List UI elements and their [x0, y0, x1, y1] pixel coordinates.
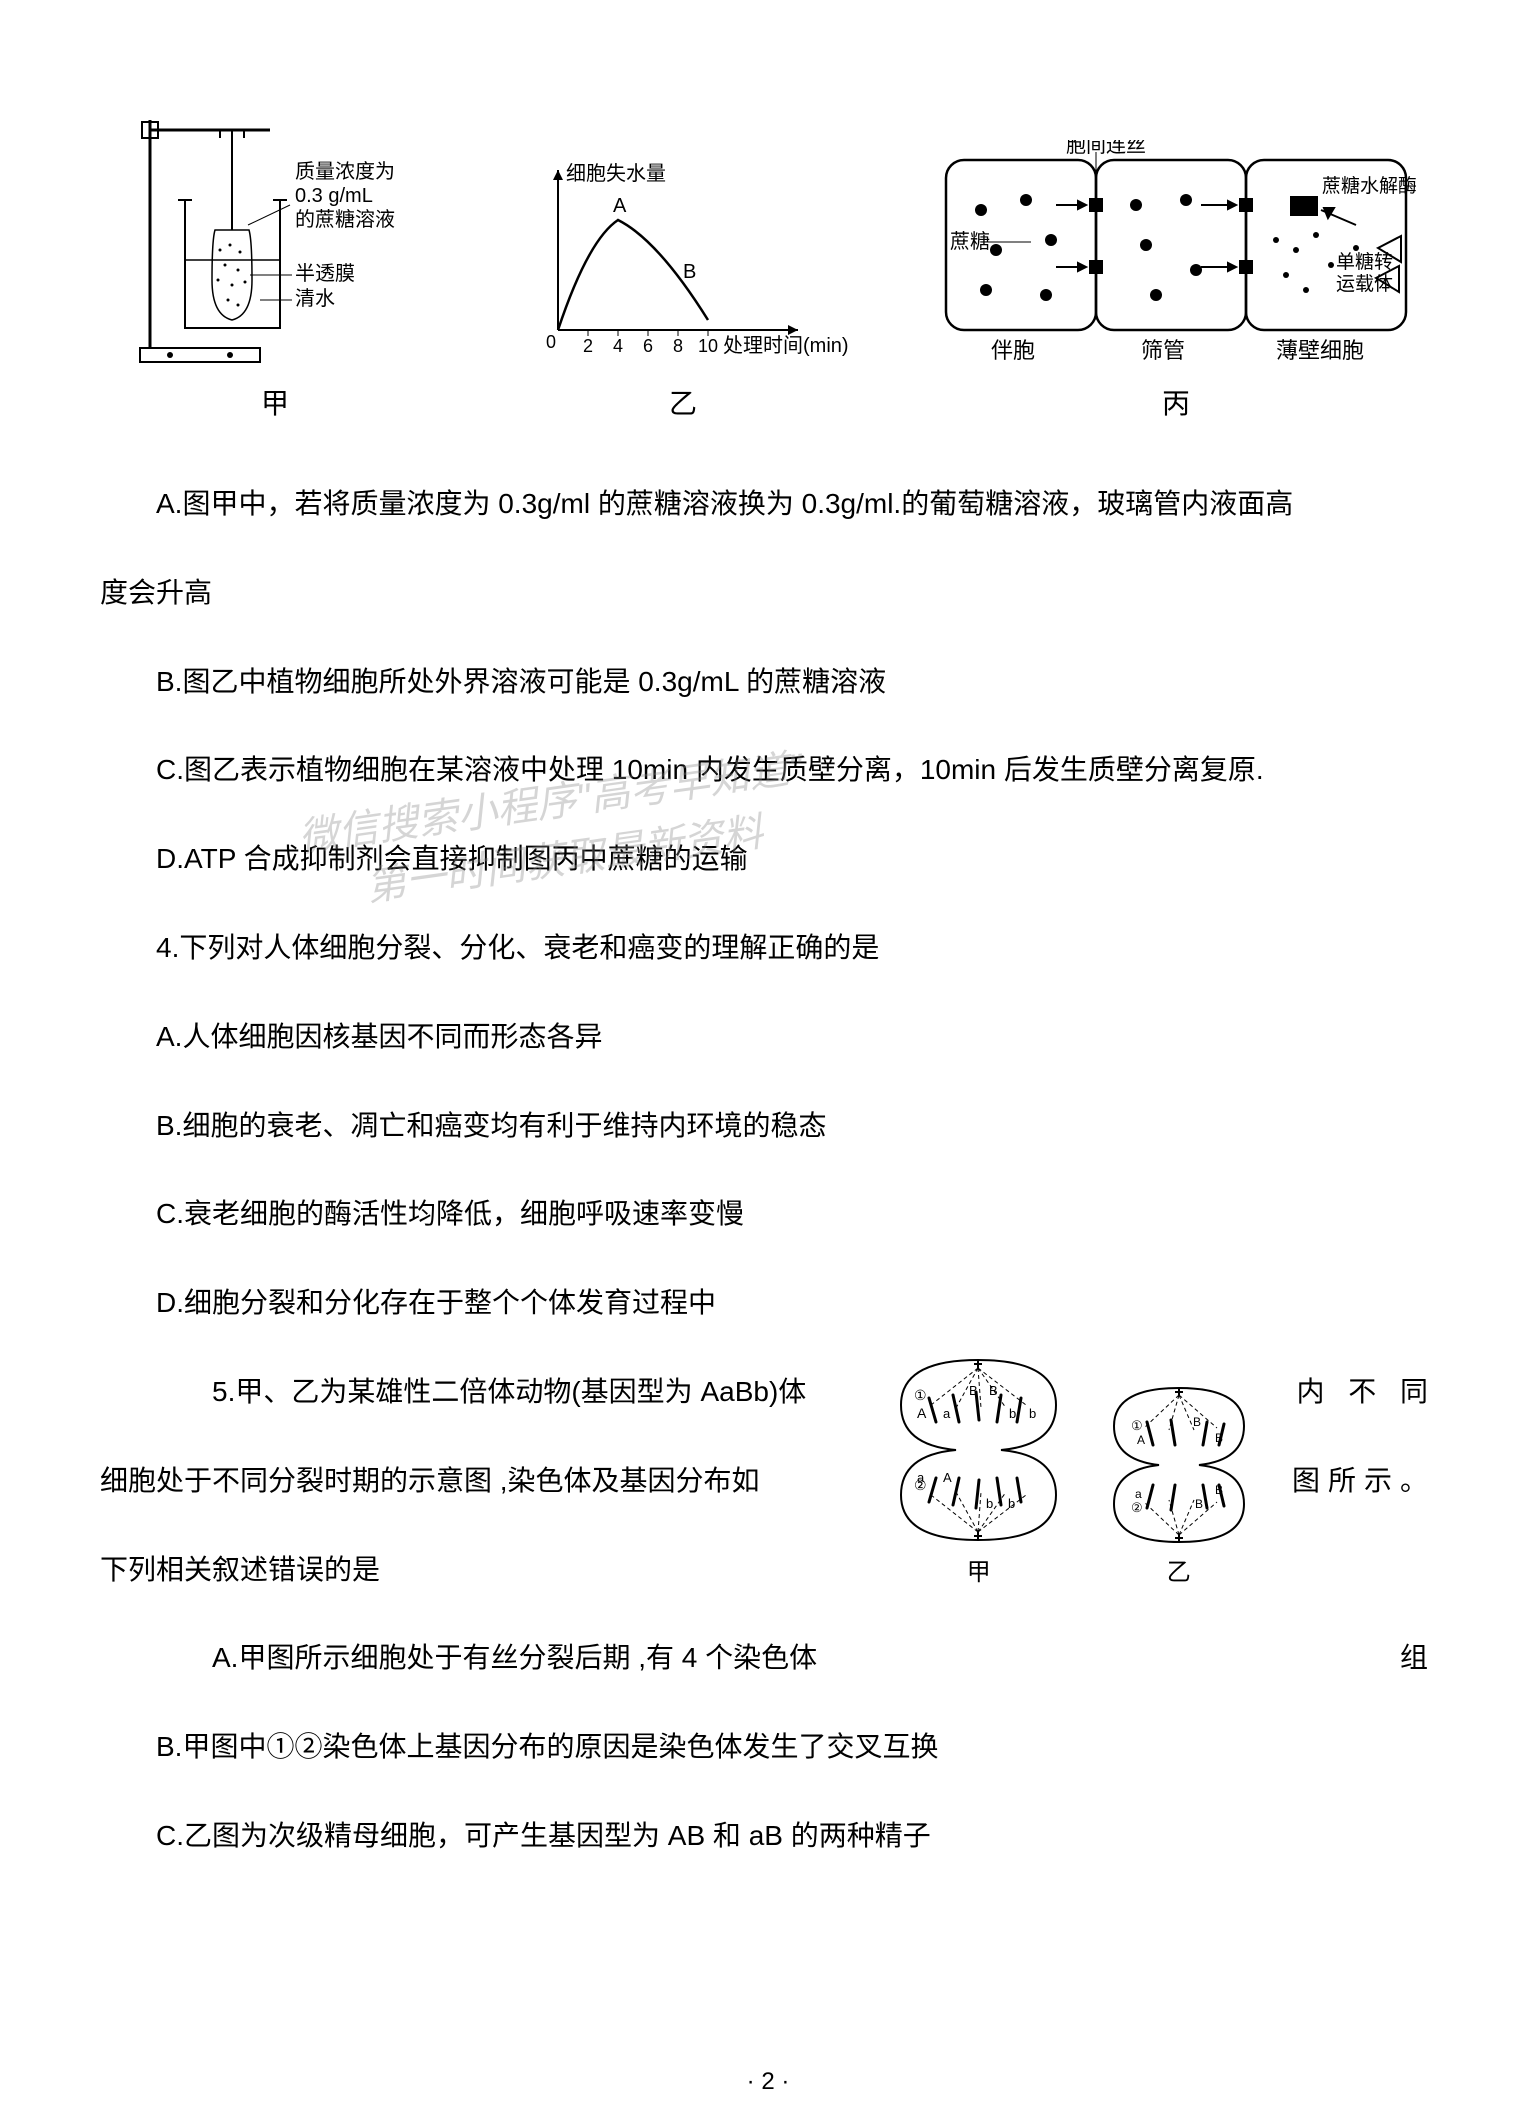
q5-figures: ① A a B B b b ② a A b b 甲: [870, 1350, 1270, 1592]
svg-text:A: A: [917, 1405, 927, 1421]
figure-yi: 2 4 6 8 10 0 A B 细胞失水量 处理时间(min) 乙: [518, 150, 848, 422]
graph-diagram: 2 4 6 8 10 0 A B 细胞失水量 处理时间(min): [518, 150, 848, 370]
q4-stem: 4.下列对人体细胞分裂、分化、衰老和癌变的理解正确的是: [100, 926, 1436, 971]
tick-8: 8: [673, 336, 683, 356]
q5-block: ① A a B B b b ② a A b b 甲: [100, 1370, 1436, 1859]
svg-text:a: a: [917, 1470, 925, 1485]
svg-text:①: ①: [1131, 1418, 1143, 1433]
tick-10: 10: [698, 336, 718, 356]
fig-jia-label2: 0.3 g/mL: [295, 185, 373, 207]
svg-text:B: B: [1215, 1483, 1223, 1497]
figures-row: 质量浓度为 0.3 g/mL 的蔗糖溶液 半透膜 清水 甲 2 4: [100, 110, 1436, 422]
option-a: A.图甲中，若将质量浓度为 0.3g/ml 的蔗糖溶液换为 0.3g/ml.的葡…: [100, 482, 1436, 527]
option-d: D.ATP 合成抑制剂会直接抑制图丙中蔗糖的运输: [100, 837, 1436, 882]
fig-jia-label5: 清水: [295, 287, 335, 310]
bing-label-top: 胞间连丝: [1066, 140, 1146, 157]
bing-label-enzyme: 蔗糖水解酶: [1322, 175, 1416, 197]
point-a-label: A: [613, 195, 627, 217]
y-axis-label: 细胞失水量: [566, 162, 666, 185]
apparatus-diagram: 质量浓度为 0.3 g/mL 的蔗糖溶液 半透膜 清水: [120, 110, 430, 370]
svg-text:B: B: [989, 1383, 998, 1398]
figure-yi-caption: 乙: [669, 382, 697, 422]
figure-bing: 胞间连丝 蔗糖水解酶 蔗糖 单糖转 运载体 伴胞 筛管 薄壁细胞 丙: [936, 140, 1416, 422]
svg-text:a: a: [943, 1406, 951, 1421]
q5-cell-yi: ① A B B a ② B B 乙: [1099, 1380, 1259, 1592]
option-c: C.图乙表示植物细胞在某溶液中处理 10min 内发生质壁分离，10min 后发…: [100, 748, 1436, 793]
x-axis-label: 处理时间(min): [723, 334, 848, 357]
figure-jia: 质量浓度为 0.3 g/mL 的蔗糖溶液 半透膜 清水 甲: [120, 110, 430, 422]
tick-2: 2: [583, 336, 593, 356]
q4-option-d: D.细胞分裂和分化存在于整个个体发育过程中: [100, 1281, 1436, 1326]
svg-text:B: B: [969, 1383, 978, 1398]
q4-option-a: A.人体细胞因核基因不同而形态各异: [100, 1015, 1436, 1060]
svg-text:A: A: [1137, 1433, 1145, 1447]
svg-text:②: ②: [1131, 1500, 1143, 1515]
figure-bing-caption: 丙: [1162, 382, 1190, 422]
q4-block: 4.下列对人体细胞分裂、分化、衰老和癌变的理解正确的是 A.人体细胞因核基因不同…: [100, 926, 1436, 1326]
q5-option-a: A.甲图所示细胞处于有丝分裂后期 ,有 4 个染色体 组: [100, 1636, 1436, 1681]
svg-text:b: b: [986, 1496, 993, 1511]
option-b: B.图乙中植物细胞所处外界溶液可能是 0.3g/mL 的蔗糖溶液: [100, 660, 1436, 705]
q3-options: A.图甲中，若将质量浓度为 0.3g/ml 的蔗糖溶液换为 0.3g/ml.的葡…: [100, 482, 1436, 882]
figure-jia-caption: 甲: [261, 382, 289, 422]
bing-label-mono1: 单糖转: [1336, 251, 1393, 273]
tick-4: 4: [613, 336, 623, 356]
fig-jia-label3: 的蔗糖溶液: [295, 208, 395, 231]
fig-jia-label1: 质量浓度为: [295, 160, 395, 183]
page-number: · 2 ·: [747, 2068, 790, 2096]
q4-option-b: B.细胞的衰老、凋亡和癌变均有利于维持内环境的稳态: [100, 1104, 1436, 1149]
bing-bottom3: 薄壁细胞: [1276, 338, 1364, 363]
option-a-cont: 度会升高: [100, 571, 1436, 616]
cell-transport-diagram: 胞间连丝 蔗糖水解酶 蔗糖 单糖转 运载体 伴胞 筛管 薄壁细胞: [936, 140, 1416, 370]
q5-option-b: B.甲图中①②染色体上基因分布的原因是染色体发生了交叉互换: [100, 1725, 1436, 1770]
svg-text:B: B: [1195, 1497, 1203, 1511]
svg-text:b: b: [1008, 1496, 1015, 1511]
svg-text:B: B: [1215, 1431, 1223, 1445]
fig-jia-label4: 半透膜: [295, 262, 355, 285]
bing-label-sucrose: 蔗糖: [950, 230, 990, 253]
q5-cell-jia: ① A a B B b b ② a A b b 甲: [881, 1350, 1076, 1592]
origin-zero: 0: [546, 332, 556, 352]
bing-bottom2: 筛管: [1141, 338, 1185, 363]
q5-jia-caption: 甲: [881, 1554, 1076, 1592]
svg-text:b: b: [1009, 1406, 1016, 1421]
bing-bottom1: 伴胞: [991, 338, 1035, 363]
svg-text:b: b: [1029, 1406, 1036, 1421]
q4-option-c: C.衰老细胞的酶活性均降低，细胞呼吸速率变慢: [100, 1192, 1436, 1237]
svg-text:①: ①: [914, 1387, 927, 1403]
svg-text:A: A: [943, 1470, 952, 1485]
bing-label-mono2: 运载体: [1336, 273, 1393, 295]
svg-text:a: a: [1135, 1487, 1142, 1501]
tick-6: 6: [643, 336, 653, 356]
point-b-label: B: [683, 261, 696, 283]
q5-yi-caption: 乙: [1099, 1554, 1259, 1592]
svg-text:B: B: [1193, 1415, 1201, 1429]
q5-option-c: C.乙图为次级精母细胞，可产生基因型为 AB 和 aB 的两种精子: [100, 1814, 1436, 1859]
